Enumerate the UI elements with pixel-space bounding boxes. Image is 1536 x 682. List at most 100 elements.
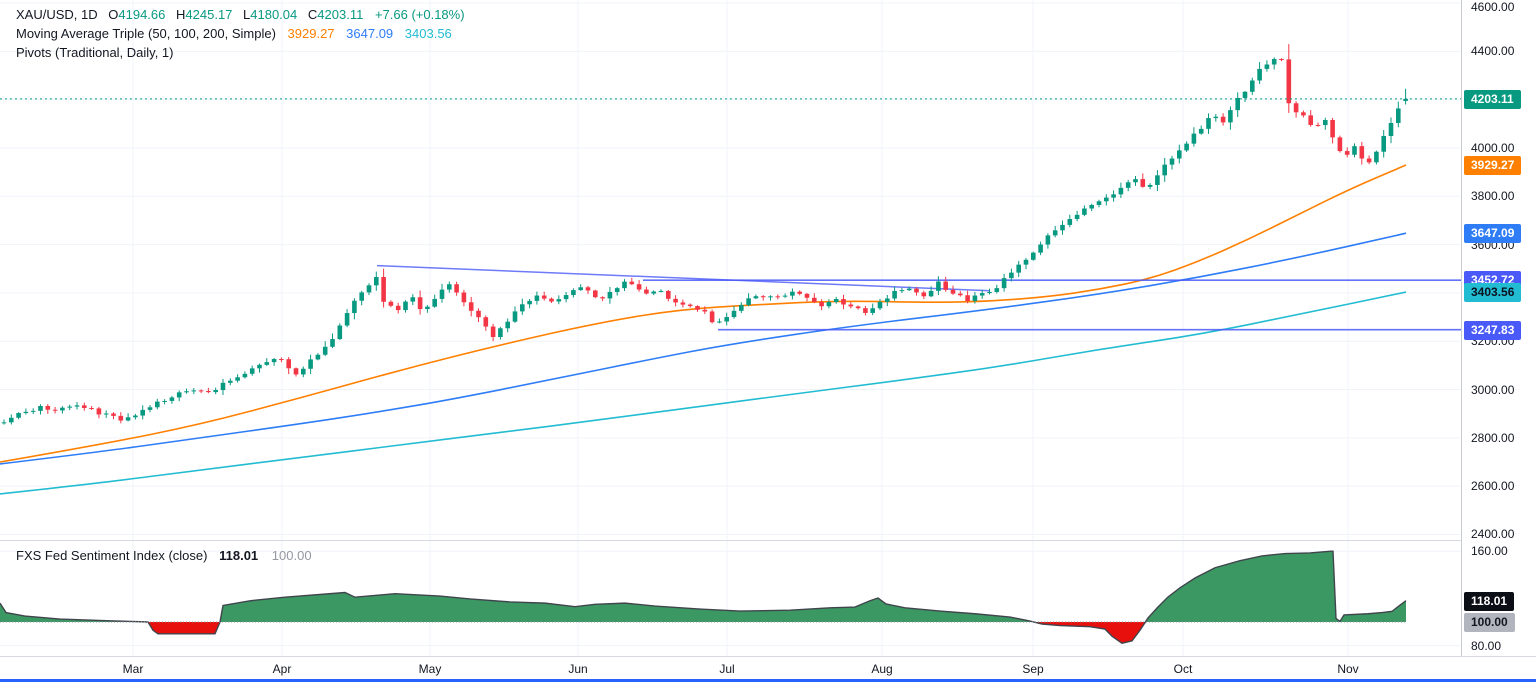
candle-body (322, 346, 328, 355)
sub-tick-label: 160.00 (1471, 544, 1508, 559)
candle-body (673, 298, 678, 303)
candle-body (1023, 259, 1029, 265)
sentiment-indicator-label: FXS Fed Sentiment Index (close) (16, 548, 208, 563)
candle-body (972, 295, 978, 301)
candle-body (206, 390, 211, 393)
candle-body (498, 328, 503, 338)
candle-body (9, 417, 14, 423)
candlesticks (1, 44, 1408, 425)
candle-body (1235, 97, 1240, 111)
candle-body (381, 277, 386, 302)
candle-body (1242, 91, 1248, 98)
pivots-legend-row[interactable]: Pivots (Traditional, Daily, 1) (16, 43, 465, 62)
month-label: Jun (568, 662, 588, 676)
candle-body (994, 288, 1000, 292)
price-tick-label: 2600.00 (1471, 479, 1515, 494)
candle-body (30, 410, 36, 412)
candle-body (928, 290, 934, 297)
candle-body (571, 290, 576, 296)
candle-body (308, 359, 313, 369)
candle-body (1213, 116, 1219, 119)
candle-body (768, 296, 773, 298)
time-axis[interactable]: Mar Apr May Jun Jul Aug Sep Oct Nov (0, 657, 1536, 679)
candle-body (760, 296, 766, 298)
candle-body (155, 401, 160, 408)
candle-body (512, 311, 518, 322)
candle-body (1315, 124, 1321, 126)
change-value: +7.66 (+0.18%) (374, 7, 465, 22)
candle-body (133, 415, 138, 418)
candle-body (680, 302, 686, 305)
price-tick-label: 4600.00 (1471, 0, 1515, 14)
candle-body (147, 407, 153, 410)
candle-body (1001, 278, 1007, 289)
candle-body (67, 406, 72, 408)
pane-separator[interactable] (0, 540, 1536, 541)
month-label: Aug (871, 662, 893, 676)
ma50-value: 3929.27 (287, 26, 335, 41)
candle-body (23, 411, 29, 414)
candle-body (1082, 208, 1087, 215)
candle-body (1359, 146, 1365, 159)
sma200-line (0, 291, 1407, 495)
sentiment-area-negative (0, 622, 1406, 644)
candle-body (1162, 164, 1167, 176)
candle-body (1009, 272, 1014, 279)
candle-body (717, 321, 722, 323)
candle-body (344, 313, 350, 326)
price-axis[interactable]: 4600.00 4400.00 4000.00 3800.00 3600.00 3200.… (1461, 0, 1536, 656)
candle-body (841, 299, 846, 305)
candle-body (315, 354, 321, 360)
chart-canvas[interactable] (0, 0, 1461, 656)
candle-body (213, 390, 218, 393)
candle-body (563, 295, 569, 300)
trendline[interactable] (376, 264, 991, 292)
candle-body (191, 390, 197, 392)
candle-body (1045, 235, 1051, 245)
candle-body (1344, 151, 1350, 155)
candle-body (1293, 103, 1299, 113)
candle-body (1184, 143, 1189, 151)
candle-body (1198, 128, 1204, 134)
candle-body (885, 298, 890, 302)
candle-body (264, 362, 270, 365)
sentiment-legend-row[interactable]: FXS Fed Sentiment Index (close) 118.01 1… (16, 548, 312, 563)
candle-body (337, 325, 343, 340)
candle-body (600, 297, 605, 299)
candle-body (1286, 59, 1292, 104)
candle-body (483, 317, 489, 327)
candle-body (746, 298, 751, 306)
candle-body (16, 413, 21, 418)
candle-body (855, 306, 861, 309)
high-label: H (176, 7, 186, 22)
axis-separator (0, 656, 1536, 657)
candle-body (826, 301, 832, 307)
low-label: L (243, 7, 251, 22)
candle-body (1366, 158, 1372, 163)
sma100-line (0, 232, 1407, 465)
candle-body (1301, 112, 1306, 116)
candle-body (1133, 179, 1138, 183)
candle-body (614, 288, 620, 292)
sub-tick-label: 80.00 (1471, 638, 1502, 653)
candle-body (1052, 230, 1058, 236)
month-label: Nov (1337, 662, 1359, 676)
candle-body (1206, 118, 1211, 129)
ma-legend-row[interactable]: Moving Average Triple (50, 100, 200, Sim… (16, 24, 465, 43)
symbol-legend-row[interactable]: XAU/USD, 1D O4194.66 H4245.17 L4180.04 C… (16, 5, 465, 24)
candle-body (410, 297, 416, 302)
candle-body (848, 304, 854, 307)
candle-body (476, 310, 481, 318)
candle-body (863, 308, 868, 313)
candle-body (1264, 64, 1270, 69)
candle-body (374, 277, 379, 286)
price-tick-label: 3800.00 (1471, 189, 1515, 204)
month-label: Oct (1173, 662, 1193, 676)
candle-body (468, 302, 474, 311)
month-label: Jul (719, 662, 735, 676)
candle-body (293, 368, 299, 375)
candle-body (1220, 116, 1226, 123)
candle-body (235, 377, 240, 381)
candle-body (724, 317, 729, 322)
candle-body (658, 290, 664, 292)
